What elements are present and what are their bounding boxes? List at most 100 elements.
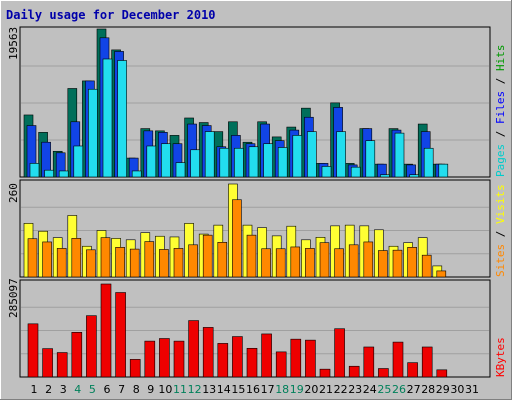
pages-bar [175,162,186,178]
sites-bar [348,244,359,278]
pages-bar [336,131,346,178]
x-tick-label: 2 [45,383,52,396]
sites-bar [144,241,155,278]
kbytes-bar [202,327,214,378]
pages-bar [380,174,390,178]
x-tick-label: 4 [74,383,81,396]
side-label-separator: / [494,224,507,244]
sites-bar [392,249,403,278]
sites-bar [173,248,184,278]
side-label-kbytes: KBytes [494,337,507,377]
kbytes-bar [319,368,331,378]
pages-bar [394,132,405,178]
sites-bar [246,234,257,278]
side-label-pages: Pages [494,144,507,177]
pages-bar [190,149,200,178]
sites-bar [363,241,374,278]
pages-bar [219,147,230,178]
x-tick-label: 28 [421,383,435,396]
side-label-hits: Hits [494,45,507,72]
side-label-files: Files [494,91,507,124]
x-tick-label: 21 [319,383,333,396]
x-tick-labels: 1 2 3 4 5 6 7 8 9 10 11 12 13 14 15 16 17 18 19 20 21 22 23 24 2… [31,383,480,396]
kbytes-bar [144,340,156,378]
kbytes-bar [275,351,287,378]
pages-bar [146,145,157,178]
panel-2-side-label: Sites / Visits [494,184,507,277]
kbytes-bar [305,339,316,378]
pages-bar [58,170,69,178]
kbytes-bar [115,292,126,378]
pages-bar [409,174,419,178]
kbytes-bar [217,343,229,378]
x-tick-label: 27 [407,383,421,396]
kbytes-bar [129,359,141,378]
x-tick-label: 5 [89,383,96,396]
pages-bar [88,88,98,178]
sites-bar [159,249,169,278]
pages-bar [248,146,259,178]
x-tick-label: 18 [275,383,289,396]
sites-bar [421,254,432,278]
x-tick-label: 19 [290,383,304,396]
pages-bar [161,143,171,178]
pages-bar [350,166,361,178]
sites-bar [86,249,96,278]
kbytes-bar [173,340,185,378]
x-tick-label: 8 [133,383,140,396]
kbytes-bar [71,332,83,378]
pages-bar [423,147,434,178]
sites-bar [232,199,242,278]
x-tick-label: 17 [261,383,275,396]
sites-bar [42,241,52,278]
sites-bar [129,248,140,278]
sites-bar [334,248,344,278]
panel-1-side-label: Pages / Files / Hits [494,45,507,178]
x-tick-label: 1 [31,383,38,396]
x-tick-label: 24 [363,383,377,396]
side-label-separator: / [494,124,507,144]
pages-bar [44,169,54,178]
x-tick-label: 30 [450,383,464,396]
kbytes-bar [56,352,68,378]
sites-bar [407,247,417,278]
x-tick-label: 20 [304,383,318,396]
kbytes-bar [334,328,345,378]
sites-bar [217,242,228,278]
sites-bar [305,248,315,278]
pages-bar [204,131,215,178]
pages-bar [365,140,376,178]
x-tick-label: 12 [188,383,202,396]
kbytes-bar [100,283,112,378]
pages-bar [29,163,40,178]
kbytes-bar [378,368,389,378]
pages-bar [102,58,113,178]
x-tick-label: 3 [60,383,67,396]
x-tick-label: 22 [334,383,348,396]
x-tick-label: 31 [465,383,479,396]
sites-bar [100,237,111,278]
kbytes-bar [246,347,258,378]
panel-1-ymax-label: 19563 [7,27,20,60]
x-tick-label: 23 [348,383,362,396]
pages-bar [263,143,273,178]
sites-bar [115,247,125,278]
chart-title: Daily usage for December 2010 [6,8,216,22]
pages-bar [73,145,84,178]
pages-bar [234,147,244,178]
kbytes-bar [363,346,375,378]
kbytes-bar [86,315,97,378]
sites-bar [56,248,67,278]
kbytes-bar [407,362,418,378]
x-tick-label: 14 [217,383,231,396]
sites-bar [319,242,330,278]
x-tick-label: 13 [202,383,216,396]
kbytes-bar [348,365,360,378]
kbytes-bar [261,333,272,378]
kbytes-bar [392,341,404,378]
sites-bar [290,246,301,278]
x-tick-label: 26 [392,383,406,396]
pages-bar [321,166,332,178]
pages-bar [292,135,303,178]
